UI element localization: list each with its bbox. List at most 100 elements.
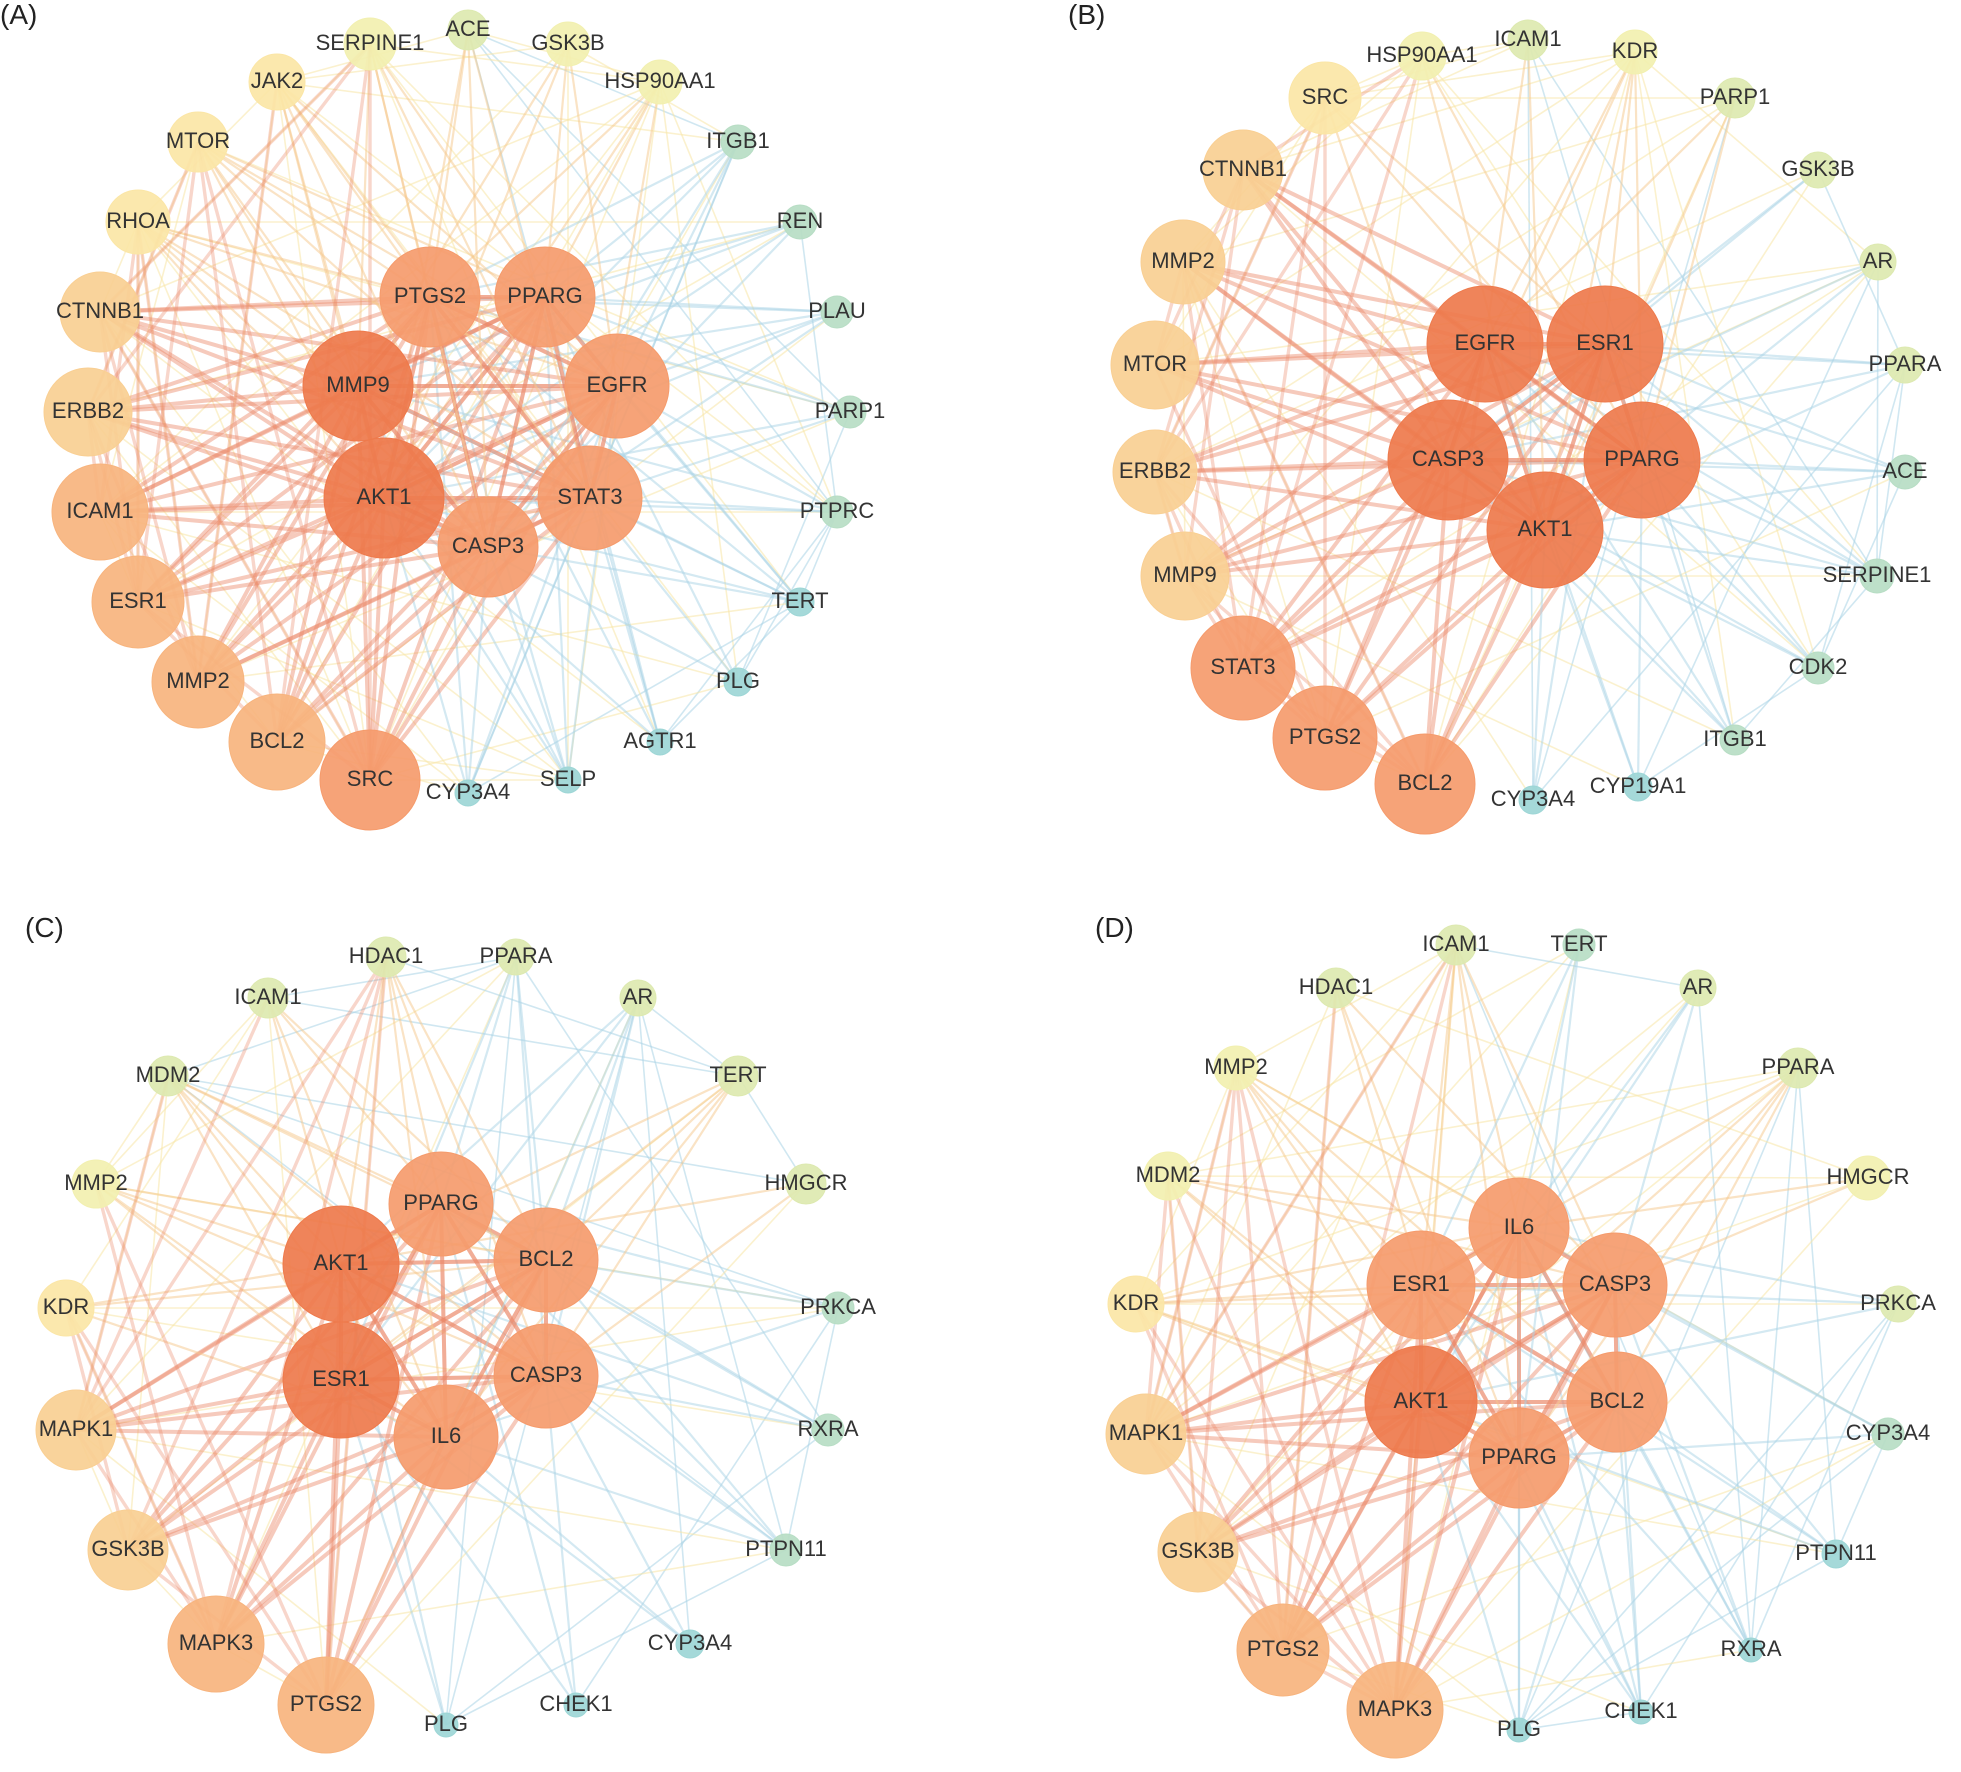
node-ptgs2[interactable]: PTGS2 bbox=[379, 246, 481, 348]
node-circle[interactable] bbox=[1468, 1407, 1570, 1509]
node-circle[interactable] bbox=[147, 1055, 189, 1097]
node-circle[interactable] bbox=[493, 1207, 599, 1313]
node-circle[interactable] bbox=[1583, 401, 1701, 519]
node-circle[interactable] bbox=[1366, 1230, 1476, 1340]
node-circle[interactable] bbox=[1140, 219, 1226, 305]
node-chek1[interactable]: CHEK1 bbox=[1604, 1698, 1678, 1725]
node-ace[interactable]: ACE bbox=[1882, 454, 1928, 490]
node-hsp90aa1[interactable]: HSP90AA1 bbox=[604, 59, 716, 105]
node-circle[interactable] bbox=[782, 204, 818, 240]
node-cdk2[interactable]: CDK2 bbox=[1789, 651, 1848, 685]
node-gsk3b[interactable]: GSK3B bbox=[87, 1509, 169, 1591]
node-circle[interactable] bbox=[1887, 454, 1923, 490]
node-itgb1[interactable]: ITGB1 bbox=[706, 124, 770, 160]
node-prkca[interactable]: PRKCA bbox=[800, 1291, 876, 1325]
node-circle[interactable] bbox=[1346, 1661, 1444, 1759]
node-pparg[interactable]: PPARG bbox=[494, 246, 596, 348]
node-mtor[interactable]: MTOR bbox=[1110, 320, 1200, 410]
node-plg[interactable]: PLG bbox=[716, 667, 760, 697]
node-tert[interactable]: TERT bbox=[771, 587, 829, 617]
node-circle[interactable] bbox=[167, 111, 229, 173]
node-circle[interactable] bbox=[437, 496, 539, 598]
node-circle[interactable] bbox=[365, 936, 407, 978]
node-cyp3a4[interactable]: CYP3A4 bbox=[1846, 1417, 1930, 1451]
node-mapk1[interactable]: MAPK1 bbox=[1105, 1393, 1187, 1475]
node-circle[interactable] bbox=[447, 9, 489, 51]
node-akt1[interactable]: AKT1 bbox=[1364, 1345, 1478, 1459]
node-circle[interactable] bbox=[43, 367, 133, 457]
node-ppara[interactable]: PPARA bbox=[1762, 1047, 1835, 1089]
node-circle[interactable] bbox=[151, 635, 245, 729]
node-circle[interactable] bbox=[1714, 77, 1756, 119]
node-circle[interactable] bbox=[1387, 399, 1509, 521]
node-mdm2[interactable]: MDM2 bbox=[1136, 1151, 1201, 1201]
node-mapk3[interactable]: MAPK3 bbox=[1346, 1661, 1444, 1759]
node-rxra[interactable]: RXRA bbox=[797, 1413, 859, 1447]
node-pparg[interactable]: PPARG bbox=[1583, 401, 1701, 519]
node-circle[interactable] bbox=[820, 495, 854, 529]
node-mapk3[interactable]: MAPK3 bbox=[167, 1595, 265, 1693]
node-akt1[interactable]: AKT1 bbox=[1486, 471, 1604, 589]
node-circle[interactable] bbox=[1435, 924, 1477, 966]
node-circle[interactable] bbox=[820, 295, 854, 329]
node-ace[interactable]: ACE bbox=[445, 9, 491, 51]
node-mtor[interactable]: MTOR bbox=[166, 111, 230, 173]
node-cyp19a1[interactable]: CYP19A1 bbox=[1590, 772, 1687, 802]
node-circle[interactable] bbox=[277, 1656, 375, 1754]
node-circle[interactable] bbox=[1140, 531, 1230, 621]
node-circle[interactable] bbox=[619, 979, 657, 1017]
node-esr1[interactable]: ESR1 bbox=[1546, 285, 1664, 403]
node-circle[interactable] bbox=[1272, 685, 1378, 791]
node-serpine1[interactable]: SERPINE1 bbox=[1823, 558, 1932, 594]
node-cyp3a4[interactable]: CYP3A4 bbox=[426, 779, 510, 807]
node-circle[interactable] bbox=[1738, 1637, 1764, 1663]
node-circle[interactable] bbox=[1777, 1047, 1819, 1089]
node-pparg[interactable]: PPARG bbox=[388, 1151, 494, 1257]
node-selp[interactable]: SELP bbox=[540, 766, 596, 794]
node-kdr[interactable]: KDR bbox=[37, 1279, 95, 1337]
node-mmp2[interactable]: MMP2 bbox=[1204, 1045, 1268, 1091]
node-esr1[interactable]: ESR1 bbox=[282, 1321, 400, 1439]
node-bcl2[interactable]: BCL2 bbox=[493, 1207, 599, 1313]
node-circle[interactable] bbox=[1859, 558, 1895, 594]
node-circle[interactable] bbox=[1612, 29, 1658, 75]
node-circle[interactable] bbox=[87, 1509, 169, 1591]
node-circle[interactable] bbox=[1364, 1345, 1478, 1459]
node-ar[interactable]: AR bbox=[1679, 969, 1717, 1007]
node-mdm2[interactable]: MDM2 bbox=[136, 1055, 201, 1097]
node-ptgs2[interactable]: PTGS2 bbox=[1236, 1603, 1330, 1697]
node-mmp9[interactable]: MMP9 bbox=[1140, 531, 1230, 621]
node-circle[interactable] bbox=[1468, 1177, 1570, 1279]
node-circle[interactable] bbox=[1190, 615, 1296, 721]
node-circle[interactable] bbox=[646, 728, 674, 756]
node-serpine1[interactable]: SERPINE1 bbox=[316, 17, 425, 71]
node-circle[interactable] bbox=[1562, 1232, 1668, 1338]
node-circle[interactable] bbox=[545, 21, 591, 67]
node-esr1[interactable]: ESR1 bbox=[1366, 1230, 1476, 1340]
node-circle[interactable] bbox=[454, 779, 482, 807]
node-circle[interactable] bbox=[537, 445, 643, 551]
node-ren[interactable]: REN bbox=[777, 204, 823, 240]
node-circle[interactable] bbox=[393, 1384, 499, 1490]
node-bcl2[interactable]: BCL2 bbox=[228, 693, 326, 791]
node-circle[interactable] bbox=[811, 1413, 845, 1447]
node-circle[interactable] bbox=[821, 1291, 855, 1325]
node-gsk3b[interactable]: GSK3B bbox=[531, 21, 605, 67]
node-circle[interactable] bbox=[71, 1159, 121, 1209]
node-circle[interactable] bbox=[1546, 285, 1664, 403]
node-casp3[interactable]: CASP3 bbox=[493, 1323, 599, 1429]
node-circle[interactable] bbox=[717, 1055, 759, 1097]
node-icam1[interactable]: ICAM1 bbox=[1494, 19, 1562, 61]
node-circle[interactable] bbox=[379, 246, 481, 348]
node-bcl2[interactable]: BCL2 bbox=[1566, 1351, 1668, 1453]
node-ptpn11[interactable]: PTPN11 bbox=[1795, 1539, 1877, 1569]
node-kdr[interactable]: KDR bbox=[1107, 1275, 1165, 1333]
node-bcl2[interactable]: BCL2 bbox=[1374, 733, 1476, 835]
node-circle[interactable] bbox=[769, 1533, 803, 1567]
node-circle[interactable] bbox=[1202, 129, 1284, 211]
node-rxra[interactable]: RXRA bbox=[1720, 1636, 1782, 1663]
node-circle[interactable] bbox=[564, 333, 670, 439]
node-circle[interactable] bbox=[1486, 471, 1604, 589]
node-tert[interactable]: TERT bbox=[1550, 928, 1608, 962]
node-mmp9[interactable]: MMP9 bbox=[302, 330, 414, 442]
